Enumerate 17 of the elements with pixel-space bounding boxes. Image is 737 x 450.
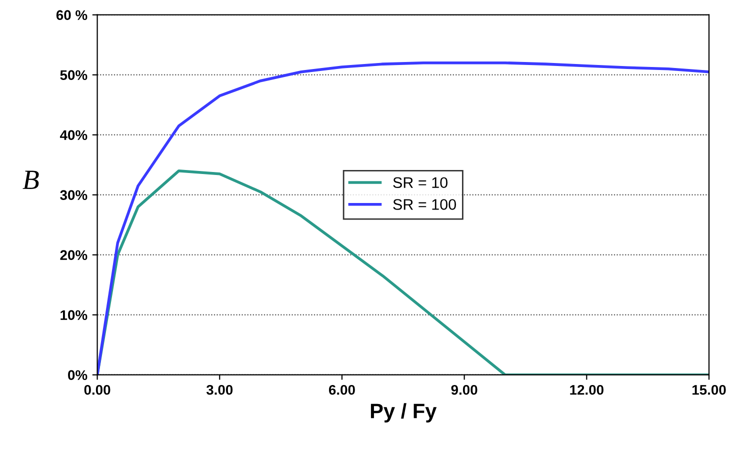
legend-label: SR = 100 xyxy=(393,199,456,210)
legend-label: SR = 10 xyxy=(393,177,448,188)
y-tick-label: 20% xyxy=(60,250,88,260)
x-tick-label: 3.00 xyxy=(206,384,233,395)
y-tick-label: 0% xyxy=(68,370,88,380)
x-tick-label: 6.00 xyxy=(328,384,355,395)
y-tick-label: 40% xyxy=(60,130,88,140)
x-tick-label: 0.00 xyxy=(84,384,110,395)
x-tick-label: 9.00 xyxy=(451,384,478,395)
x-tick-label: 15.00 xyxy=(692,384,726,395)
y-axis-title: B xyxy=(22,170,39,190)
y-tick-label: 10% xyxy=(60,310,88,320)
x-tick-label: 12.00 xyxy=(570,384,604,395)
y-tick-label: 60 % xyxy=(56,10,88,20)
y-tick-label: 30% xyxy=(60,190,88,200)
y-tick-label: 50% xyxy=(60,70,88,80)
x-axis-title: Py / Fy xyxy=(370,403,437,422)
